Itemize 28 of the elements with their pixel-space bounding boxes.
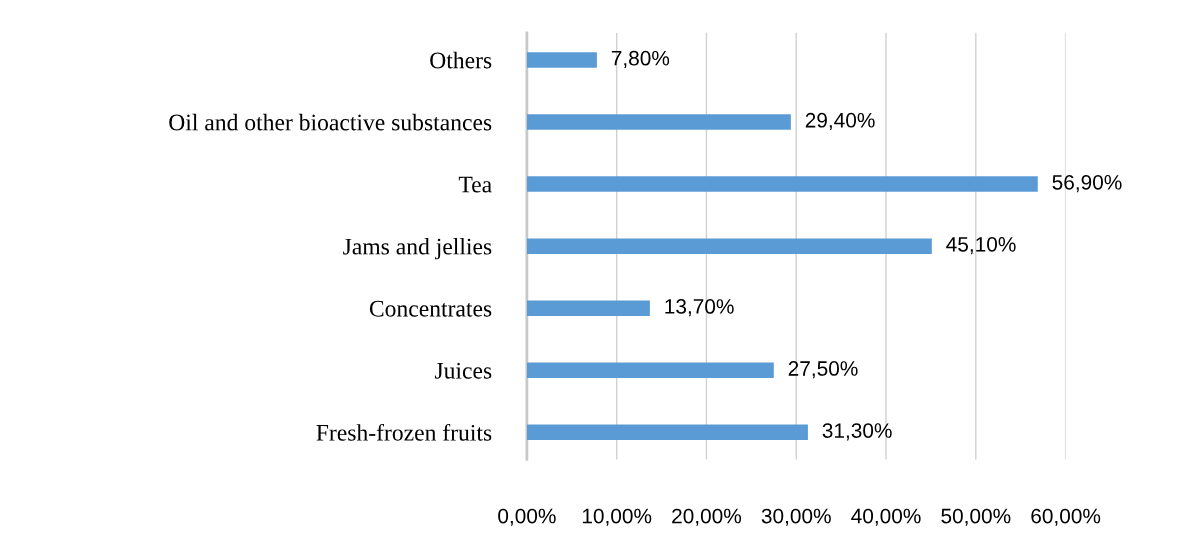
data-label: 31,30%: [822, 423, 892, 441]
data-label: 45,10%: [946, 236, 1016, 255]
y-tick-label: Juices: [434, 362, 492, 379]
y-tick-label: Concentrates: [369, 300, 492, 317]
y-tick-label: Fresh-frozen fruits: [316, 423, 492, 441]
bar: [526, 176, 1038, 192]
bar: [526, 300, 650, 316]
x-tick-label: 60,00%: [1031, 508, 1101, 526]
x-tick-label: 10,00%: [582, 508, 652, 526]
x-tick-label: 30,00%: [761, 508, 831, 526]
data-label: 56,90%: [1052, 174, 1122, 193]
data-label: 7,80%: [611, 50, 670, 69]
y-tick-label: Tea: [458, 176, 492, 193]
x-tick-label: 40,00%: [851, 508, 921, 526]
bar: [526, 238, 932, 254]
data-label: 29,40%: [805, 112, 875, 131]
x-tick-label: 20,00%: [672, 508, 742, 526]
x-tick-label: 50,00%: [941, 508, 1011, 526]
bar: [526, 114, 791, 130]
y-tick-label: Others: [430, 51, 492, 69]
bar: [526, 362, 774, 379]
y-tick-label: Oil and other bioactive substances: [169, 113, 492, 131]
y-tick-label: Jams and jellies: [343, 237, 492, 260]
bar: [526, 52, 597, 68]
data-label: 27,50%: [788, 361, 858, 379]
bar: [526, 424, 808, 441]
x-tick-label: 0,00%: [498, 508, 556, 526]
data-label: 13,70%: [665, 299, 734, 317]
